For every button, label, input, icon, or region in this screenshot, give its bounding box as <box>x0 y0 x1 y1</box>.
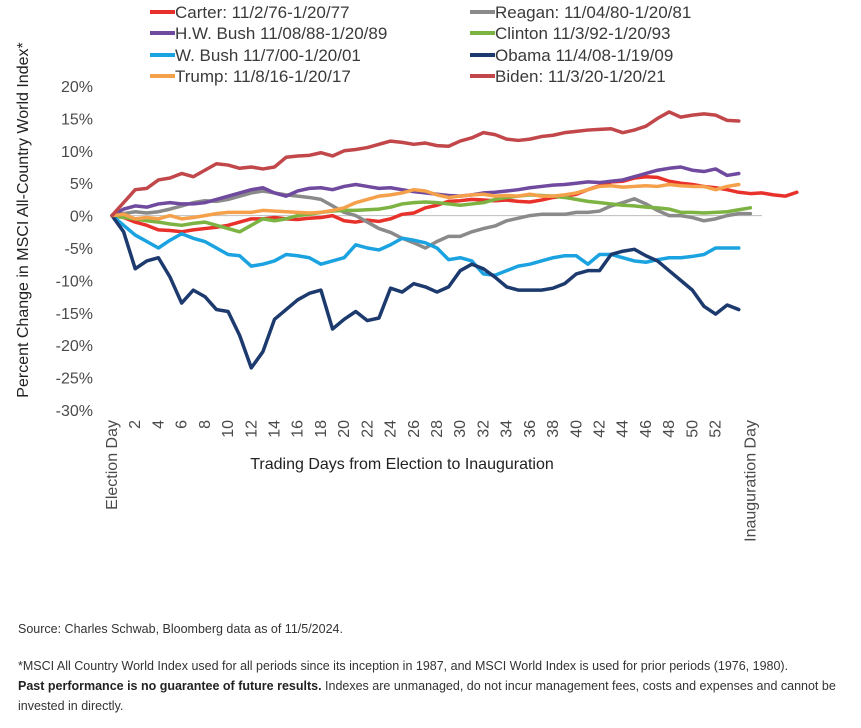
y-tick-label: 10% <box>61 144 93 161</box>
x-tick-label: 36 <box>522 420 539 438</box>
y-tick-label: -10% <box>56 273 93 290</box>
x-tick-label: Election Day <box>104 420 121 510</box>
series-line-reagan <box>110 189 753 250</box>
legend: Carter: 11/2/76-1/20/77 Reagan: 11/04/80-… <box>150 3 691 86</box>
legend-label: Reagan: 11/04/80-1/20/81 <box>495 3 691 22</box>
y-tick-label: -15% <box>56 306 93 323</box>
x-tick-label: Inauguration Day <box>742 420 759 542</box>
y-tick-label: -25% <box>56 371 93 388</box>
x-tick-label: 16 <box>290 420 307 438</box>
x-tick-label: 12 <box>243 420 260 438</box>
series-line-obama <box>110 213 741 370</box>
x-tick-label: 48 <box>661 420 678 438</box>
x-tick-label: 32 <box>475 420 492 438</box>
x-tick-label: 30 <box>452 420 469 438</box>
x-tick-label: 4 <box>150 420 167 429</box>
legend-label: H.W. Bush 11/08/88-1/20/89 <box>175 24 387 43</box>
y-tick-label: -20% <box>56 338 93 355</box>
x-tick-label: 18 <box>313 420 330 438</box>
series-line-w-bush <box>110 213 741 277</box>
x-tick-label: 20 <box>336 420 353 438</box>
source-note: Source: Charles Schwab, Bloomberg data a… <box>18 622 343 636</box>
y-tick-label: 15% <box>61 111 93 128</box>
y-tick-label: 5% <box>70 176 93 193</box>
x-tick-label: 8 <box>197 420 214 429</box>
series-line-biden <box>110 110 741 218</box>
line-chart: Carter: 11/2/76-1/20/77 Reagan: 11/04/80-… <box>15 3 799 542</box>
x-axis-label: Trading Days from Election to Inaugurati… <box>250 456 554 473</box>
x-tick-label: 10 <box>220 420 237 438</box>
series-line-h-w <box>110 165 741 218</box>
y-axis-label: Percent Change in MSCI All-Country World… <box>15 42 32 397</box>
x-tick-label: 14 <box>267 420 284 438</box>
series-lines <box>110 110 799 370</box>
legend-label: W. Bush 11/7/00-1/20/01 <box>175 46 361 65</box>
y-axis-ticks: 20% 15% 10% 5% 0% -5% -10% -15% -20% -25% -30% <box>56 79 93 420</box>
x-tick-label: 22 <box>359 420 376 438</box>
x-tick-label: 46 <box>638 420 655 438</box>
x-tick-label: 44 <box>615 420 632 438</box>
disclaimer-bold: Past performance is no guarantee of futu… <box>18 679 322 693</box>
x-tick-label: 34 <box>499 420 516 438</box>
x-axis-ticks: Election Day 2 4 6 8 10 12 14 16 18 20 22 24 26 28 30 32… <box>104 420 759 542</box>
x-tick-label: 42 <box>592 420 609 438</box>
y-tick-label: -5% <box>65 241 93 258</box>
legend-label: Trump: 11/8/16-1/20/17 <box>175 67 351 86</box>
series-line-clinton <box>110 193 753 234</box>
x-tick-label: 26 <box>406 420 423 438</box>
legend-label: Carter: 11/2/76-1/20/77 <box>175 3 350 22</box>
legend-label: Biden: 11/3/20-1/20/21 <box>495 67 666 86</box>
footnote-disclaimer: Indexes are unmanaged, do not incur mana… <box>18 679 836 713</box>
legend-label: Obama 11/4/08-1/19/09 <box>495 46 673 65</box>
x-tick-label: 28 <box>429 420 446 438</box>
y-tick-label: 0% <box>70 209 93 226</box>
series-line-trump <box>110 182 741 221</box>
x-tick-label: 6 <box>174 420 191 429</box>
x-tick-label: 50 <box>684 420 701 438</box>
x-tick-label: 2 <box>127 420 144 429</box>
y-tick-label: 20% <box>61 79 93 96</box>
legend-label: Clinton 11/3/92-1/20/93 <box>495 24 670 43</box>
footnote: *MSCI All Country World Index used for a… <box>18 656 853 716</box>
y-tick-label: -30% <box>56 403 93 420</box>
x-tick-label: 24 <box>383 420 400 438</box>
x-tick-label: 52 <box>708 420 725 438</box>
footnote-text: *MSCI All Country World Index used for a… <box>18 659 789 673</box>
x-tick-label: 40 <box>568 420 585 438</box>
x-tick-label: 38 <box>545 420 562 438</box>
series-line-carter <box>110 174 799 234</box>
